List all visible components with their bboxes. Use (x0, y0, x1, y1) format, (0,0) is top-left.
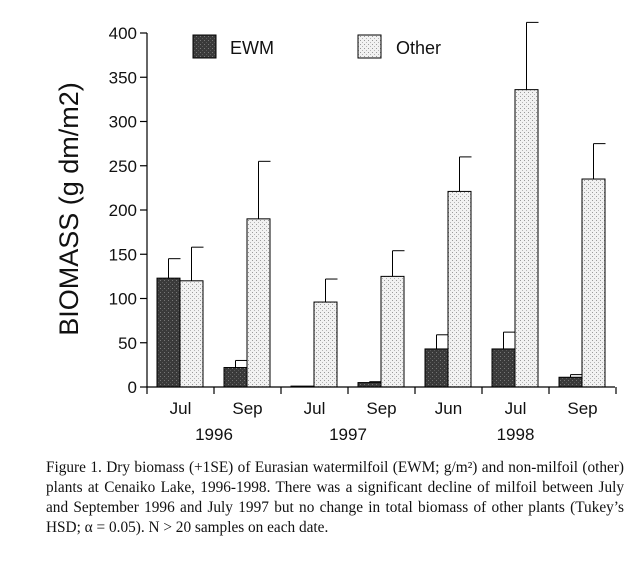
legend: EWM Other (192, 34, 441, 59)
y-tick-label: 150 (109, 245, 137, 264)
y-tick-label: 0 (128, 378, 137, 397)
y-tick-label: 400 (109, 24, 137, 43)
y-tick-label: 200 (109, 201, 137, 220)
bar-other (179, 280, 204, 388)
y-axis-label: BIOMASS (g dm/m2) (54, 82, 84, 336)
y-tick-label: 300 (109, 113, 137, 132)
legend-label-other: Other (396, 38, 441, 58)
x-axis-ticks: Jul Sep Jul Sep Jun Jul Sep 1996 1997 1998 (146, 387, 617, 444)
x-tick-label: Sep (567, 399, 597, 418)
x-tick-label: Sep (232, 399, 262, 418)
figure-caption: Figure 1. Dry biomass (+1SE) of Eurasian… (46, 459, 624, 536)
bar-ewm (424, 348, 449, 388)
year-label: 1997 (329, 425, 367, 444)
y-tick-label: 100 (109, 290, 137, 309)
legend-swatch-other (357, 34, 382, 59)
legend-swatch-ewm (192, 34, 217, 59)
x-tick-label: Jul (304, 399, 326, 418)
bar-ewm (223, 367, 248, 388)
biomass-bar-chart: BIOMASS (g dm/m2) 0 50 100 150 200 250 300 350 4… (54, 21, 617, 444)
y-tick-label: 250 (109, 157, 137, 176)
x-tick-label: Sep (366, 399, 396, 418)
bar-ewm (491, 348, 516, 388)
y-axis-ticks: 0 50 100 150 200 250 300 350 400 (109, 24, 147, 397)
x-tick-label: Jun (435, 399, 462, 418)
bar-other (246, 218, 271, 388)
bar-other (380, 275, 405, 388)
legend-label-ewm: EWM (230, 38, 274, 58)
bar-other (581, 178, 606, 388)
bar-other (514, 89, 539, 388)
x-tick-label: Jul (170, 399, 192, 418)
bar-ewm (558, 376, 583, 388)
x-tick-label: Jul (505, 399, 527, 418)
y-tick-label: 350 (109, 68, 137, 87)
bar-other (447, 190, 472, 388)
bar-other (313, 301, 338, 388)
year-label: 1998 (497, 425, 535, 444)
year-label: 1996 (195, 425, 233, 444)
bars (156, 21, 606, 388)
bar-ewm (357, 382, 382, 388)
bar-ewm (156, 277, 181, 388)
y-tick-label: 50 (118, 334, 137, 353)
